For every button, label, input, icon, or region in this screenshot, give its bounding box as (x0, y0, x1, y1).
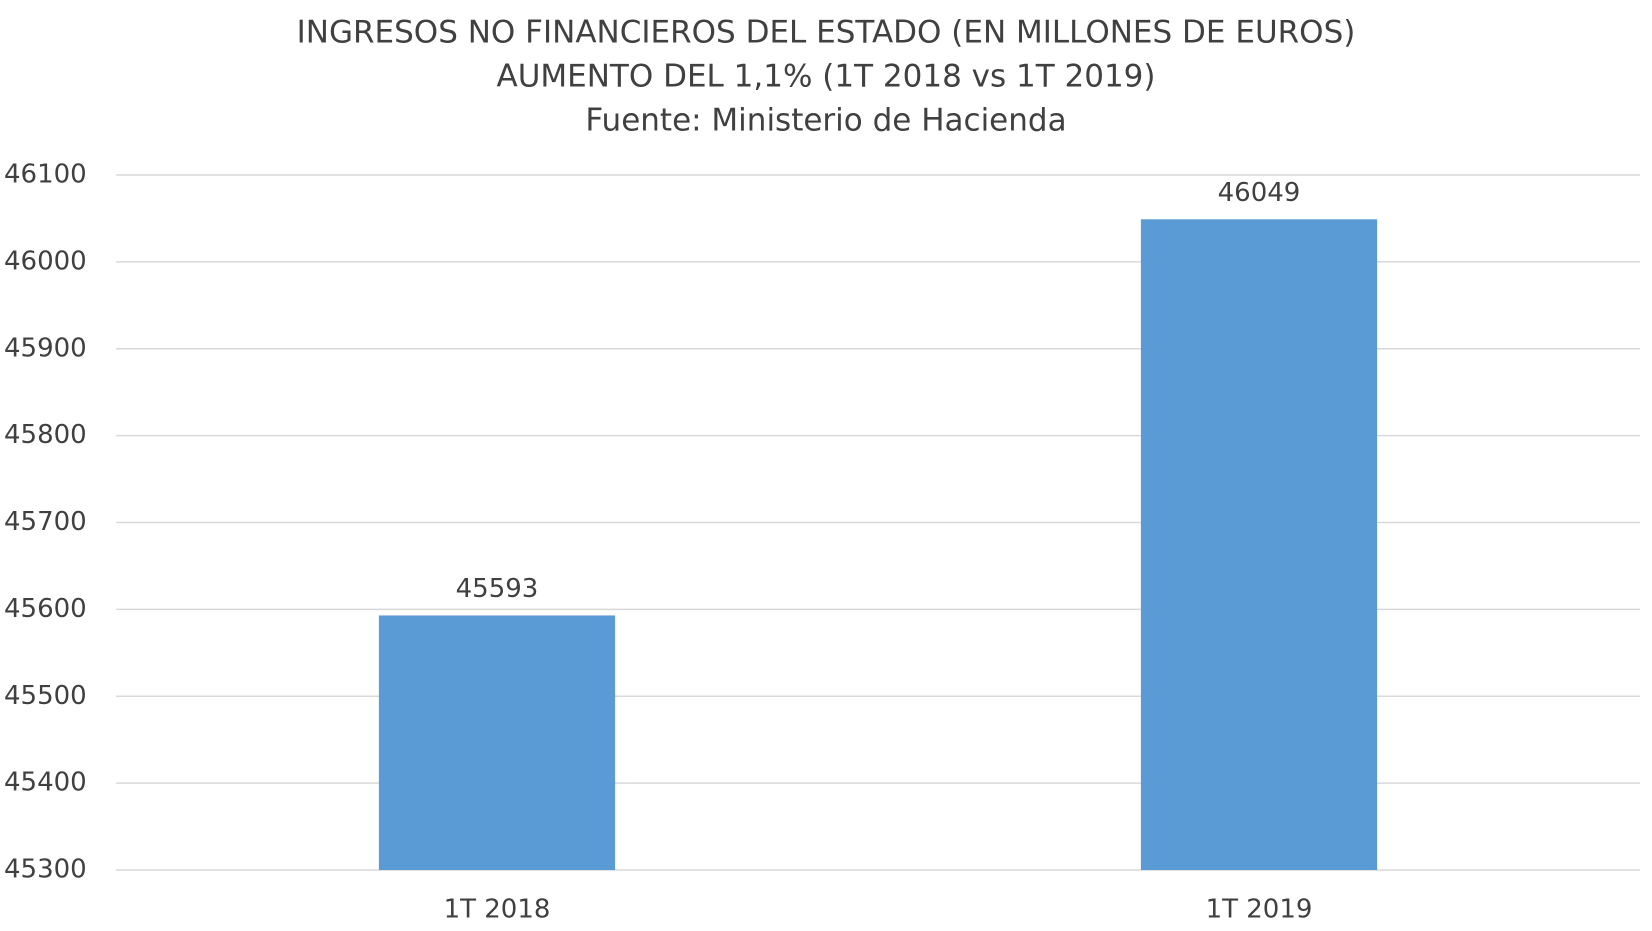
bar (1140, 219, 1378, 870)
bar (378, 615, 616, 870)
chart-source: Fuente: Ministerio de Hacienda (585, 103, 1066, 139)
data-label: 46049 (1218, 178, 1301, 208)
y-tick-label: 45600 (4, 594, 87, 624)
x-tick-label: 1T 2018 (444, 895, 551, 925)
y-tick-label: 46100 (4, 160, 87, 190)
chart-subtitle: AUMENTO DEL 1,1% (1T 2018 vs 1T 2019) (496, 59, 1155, 95)
y-tick-label: 46000 (4, 246, 87, 276)
y-tick-label: 45700 (4, 507, 87, 537)
y-tick-label: 45800 (4, 420, 87, 450)
y-tick-label: 45400 (4, 768, 87, 798)
chart-title: INGRESOS NO FINANCIEROS DEL ESTADO (EN M… (297, 15, 1356, 51)
y-tick-label: 45300 (4, 855, 87, 885)
y-tick-label: 45500 (4, 681, 87, 711)
x-tick-label: 1T 2019 (1206, 895, 1313, 925)
y-tick-label: 45900 (4, 333, 87, 363)
data-label: 45593 (456, 574, 539, 604)
